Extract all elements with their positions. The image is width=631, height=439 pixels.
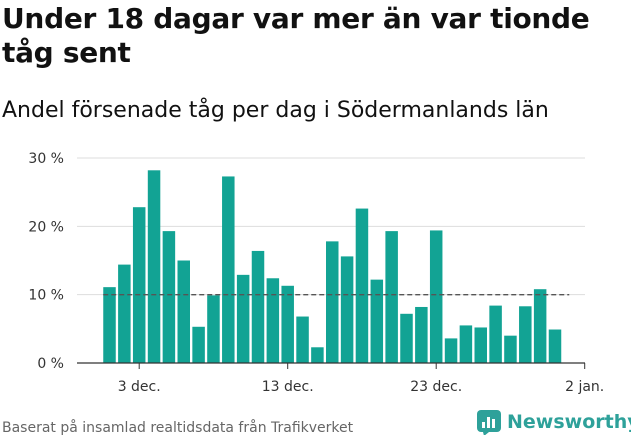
bar (400, 313, 413, 363)
y-tick-label: 0 % (37, 356, 64, 372)
newsworthy-logo[interactable]: Newsworthy (476, 409, 631, 435)
bar (548, 329, 562, 363)
bar (385, 231, 398, 363)
bar (296, 316, 309, 363)
bar (444, 338, 458, 363)
bar (459, 325, 473, 363)
y-tick-label: 30 % (28, 151, 64, 167)
bar (340, 256, 354, 363)
brand-name: Newsworthy (507, 411, 631, 433)
bar (429, 230, 443, 363)
bar (192, 326, 205, 363)
bar (177, 260, 190, 363)
bar (504, 335, 517, 363)
bar (162, 231, 176, 363)
bar (533, 289, 547, 363)
bar (281, 285, 294, 363)
bar (207, 295, 220, 363)
bar (103, 287, 116, 363)
bar (251, 250, 265, 363)
source-note: Baserat på insamlad realtidsdata från Tr… (2, 420, 354, 436)
x-tick-label: 3 dec. (118, 379, 161, 395)
bar (474, 327, 487, 363)
bar (370, 279, 384, 363)
bar-chart-logo-icon (477, 410, 501, 435)
chart-title: Under 18 dagar var mer än var tionde tåg… (2, 2, 590, 69)
bars (103, 170, 562, 363)
x-tick-labels: 3 dec. 13 dec. 23 dec. 2 jan. (118, 379, 605, 395)
chart-subtitle: Andel försenade tåg per dag i Södermanla… (2, 98, 549, 123)
bar (326, 241, 339, 363)
y-tick-label: 20 % (28, 219, 64, 235)
bar (415, 306, 428, 363)
x-tick-label: 23 dec. (410, 379, 462, 395)
y-tick-labels: 0 % 10 % 20 % 30 % (28, 151, 64, 372)
axes (77, 362, 586, 369)
y-tick-label: 10 % (28, 288, 64, 304)
bar (355, 208, 369, 363)
x-tick-label: 2 jan. (565, 379, 604, 395)
bar (236, 274, 250, 363)
bar (519, 306, 532, 363)
bar (311, 347, 324, 363)
bar (147, 170, 161, 363)
bar (222, 176, 235, 363)
bar (266, 278, 280, 363)
bar (118, 264, 131, 363)
x-tick-label: 13 dec. (262, 379, 314, 395)
bar (132, 207, 146, 363)
bar (489, 305, 502, 363)
